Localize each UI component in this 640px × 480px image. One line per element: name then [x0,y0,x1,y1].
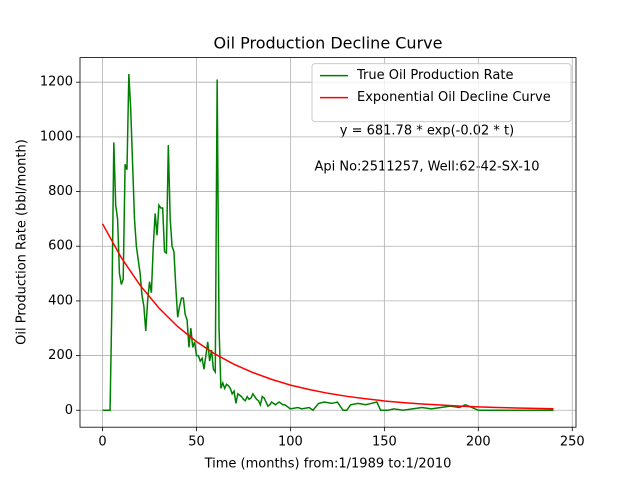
legend-label: True Oil Production Rate [356,68,513,83]
x-tick-label: 200 [466,435,491,450]
y-tick-label: 1200 [40,75,73,90]
x-tick-label: 0 [98,435,106,450]
legend: True Oil Production Rate Exponential Oil … [311,63,572,123]
data-line [102,73,554,412]
x-tick-label: 150 [372,435,397,450]
y-tick-label: 1000 [40,129,73,144]
y-tick-label: 400 [48,293,73,308]
legend-label: Exponential Oil Decline Curve [357,90,551,105]
x-tick-label: 100 [278,435,303,450]
annotation: Api No:2511257, Well:62-42-SX-10 [314,160,539,175]
annotation: y = 681.78 * exp(-0.02 * t) [340,124,514,139]
y-axis-label: Oil Production Rate (bbl/month) [15,139,30,345]
x-tick-label: 250 [560,435,585,450]
chart-title: Oil Production Decline Curve [214,34,443,53]
x-axis-label: Time (months) from:1/1989 to:1/2010 [204,457,452,472]
plot-frame [79,57,577,428]
data-line [101,223,554,410]
x-tick-label: 50 [188,435,205,450]
y-tick-label: 600 [48,239,73,254]
legend-box [311,63,572,123]
y-tick-label: 800 [48,184,73,199]
y-tick-label: 200 [48,348,73,363]
y-tick-label: 0 [65,403,73,418]
